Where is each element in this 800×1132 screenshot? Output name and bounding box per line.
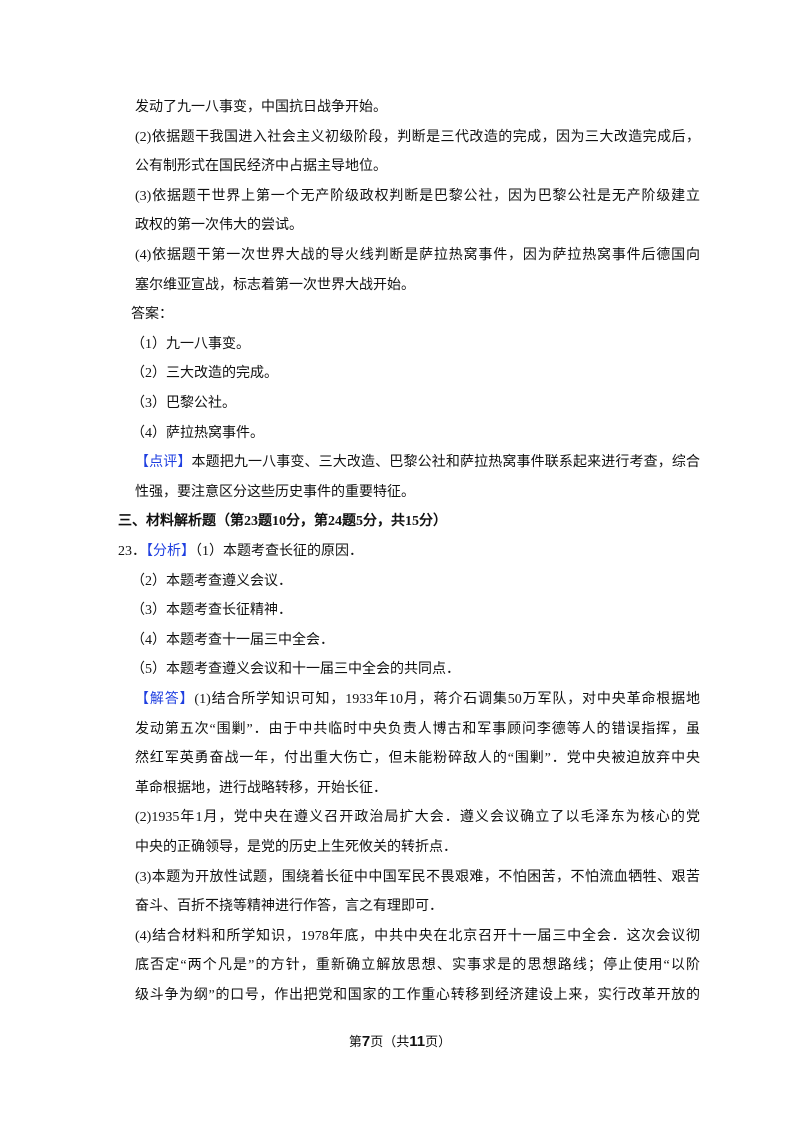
text-line: 性强，要注意区分这些历史事件的重要特征。 bbox=[135, 483, 415, 503]
line-text: （4）萨拉热窝事件。 bbox=[131, 425, 264, 441]
line-text: （4）本题考查十一届三中全会． bbox=[131, 632, 334, 648]
line-text: (4)依据题干第一次世界大战的导火线判断是萨拉热窝事件，因为萨拉热窝事件后德国向 bbox=[135, 248, 700, 263]
text-line: 发动第五次“围剿”．由于中共临时中央负责人博古和军事顾问李德等人的错误指挥，虽 bbox=[135, 720, 700, 740]
text-line: 革命根据地，进行战略转移，开始长征． bbox=[135, 779, 387, 799]
text-line: 底否定“两个凡是”的方针，重新确立解放思想、实事求是的思想路线；停止使用“以阶 bbox=[135, 956, 700, 976]
line-text: 然红军英勇奋战一年，付出重大伤亡，但未能粉碎敌人的“围剿”．党中央被迫放弃中央 bbox=[135, 751, 700, 767]
section-label: 【点评】 bbox=[135, 455, 192, 471]
line-text: 性强，要注意区分这些历史事件的重要特征。 bbox=[135, 484, 415, 500]
text-line: （3）本题考查长征精神． bbox=[131, 601, 292, 621]
text-line: （2）三大改造的完成。 bbox=[131, 364, 278, 384]
text-line: (2)1935年1月，党中央在遵义召开政治局扩大会．遵义会议确立了以毛泽东为核心… bbox=[135, 808, 700, 828]
text-line: (3)本题为开放性试题，围绕着长征中中国军民不畏艰难，不怕困苦，不怕流血牺牲、艰… bbox=[135, 868, 700, 888]
footer-total-pages: 11 bbox=[409, 1033, 426, 1050]
line-text: （2）三大改造的完成。 bbox=[131, 366, 278, 382]
line-text: (3)依据题干世界上第一个无产阶级政权判断是巴黎公社，因为巴黎公社是无产阶级建立 bbox=[135, 188, 700, 204]
line-text: (3)本题为开放性试题，围绕着长征中中国军民不畏艰难，不怕困苦，不怕流血牺牲、艰… bbox=[135, 869, 700, 885]
line-text: （2）本题考查遵义会议． bbox=[131, 573, 292, 589]
text-line: （2）本题考查遵义会议． bbox=[131, 572, 292, 592]
line-text: （3）本题考查长征精神． bbox=[131, 603, 292, 619]
text-line: 级斗争为纲”的口号，作出把党和国家的工作重心转移到经济建设上来，实行改革开放的 bbox=[135, 986, 700, 1006]
line-text: 答案： bbox=[131, 307, 173, 323]
line-text: 底否定“两个凡是”的方针，重新确立解放思想、实事求是的思想路线；停止使用“以阶 bbox=[135, 958, 700, 974]
text-line: 23．【分析】（1）本题考查长征的原因． bbox=[118, 542, 363, 562]
line-text: 中央的正确领导，是党的历史上生死攸关的转折点． bbox=[135, 840, 457, 855]
section-label: 【解答】 bbox=[135, 692, 195, 707]
footer-page-number: 7 bbox=[361, 1033, 371, 1050]
footer-mid: 页（共 bbox=[370, 1034, 410, 1049]
text-line: (2)依据题干我国进入社会主义初级阶段，判断是三代改造的完成，因为三大改造完成后… bbox=[135, 128, 700, 148]
line-text: （1）本题考查长征的原因． bbox=[195, 544, 363, 559]
line-text: 革命根据地，进行战略转移，开始长征． bbox=[135, 780, 387, 796]
text-line: (4)依据题干第一次世界大战的导火线判断是萨拉热窝事件，因为萨拉热窝事件后德国向 bbox=[135, 246, 700, 266]
text-line: 【解答】(1)结合所学知识可知，1933年10月，蒋介石调集50万军队，对中央革… bbox=[135, 690, 700, 710]
section-label: 【分析】 bbox=[146, 544, 195, 559]
line-text: 级斗争为纲”的口号，作出把党和国家的工作重心转移到经济建设上来，实行改革开放的 bbox=[135, 988, 700, 1003]
text-line: 【点评】本题把九一八事变、三大改造、巴黎公社和萨拉热窝事件联系起来进行考查，综合 bbox=[135, 453, 700, 473]
line-text: 奋斗、百折不挠等精神进行作答，言之有理即可． bbox=[135, 899, 443, 915]
line-text: 本题把九一八事变、三大改造、巴黎公社和萨拉热窝事件联系起来进行考查，综合 bbox=[191, 455, 700, 471]
line-text: （3）巴黎公社。 bbox=[131, 396, 236, 411]
text-line: 中央的正确领导，是党的历史上生死攸关的转折点． bbox=[135, 838, 457, 858]
line-text: 发动第五次“围剿”．由于中共临时中央负责人博古和军事顾问李德等人的错误指挥，虽 bbox=[135, 721, 700, 737]
text-line: 塞尔维亚宣战，标志着第一次世界大战开始。 bbox=[135, 276, 415, 296]
line-text: 发动了九一八事变，中国抗日战争开始。 bbox=[135, 100, 387, 115]
text-line: （3）巴黎公社。 bbox=[131, 394, 236, 414]
section-heading: 三、材料解析题（第23题10分，第24题5分，共15分） bbox=[118, 512, 447, 532]
text-line: 发动了九一八事变，中国抗日战争开始。 bbox=[135, 98, 387, 118]
footer-post: 页） bbox=[425, 1034, 452, 1049]
text-line: （4）萨拉热窝事件。 bbox=[131, 424, 264, 444]
question-number: 23． bbox=[118, 544, 146, 559]
text-line: 然红军英勇奋战一年，付出重大伤亡，但未能粉碎敌人的“围剿”．党中央被迫放弃中央 bbox=[135, 749, 700, 769]
text-line: 公有制形式在国民经济中占据主导地位。 bbox=[135, 157, 387, 177]
footer-pre: 第 bbox=[348, 1034, 362, 1049]
text-line: （4）本题考查十一届三中全会． bbox=[131, 631, 334, 651]
text-line: 奋斗、百折不挠等精神进行作答，言之有理即可． bbox=[135, 897, 443, 917]
text-line: 政权的第一次伟大的尝试。 bbox=[135, 216, 303, 236]
line-text: (1)结合所学知识可知，1933年10月，蒋介石调集50万军队，对中央革命根据地 bbox=[194, 692, 700, 707]
line-text: （1）九一八事变。 bbox=[131, 336, 250, 352]
text-line: （5）本题考查遵义会议和十一届三中全会的共同点． bbox=[131, 660, 460, 680]
text-line: （1）九一八事变。 bbox=[131, 335, 250, 355]
line-text: 政权的第一次伟大的尝试。 bbox=[135, 218, 303, 234]
text-line: (4)结合材料和所学知识，1978年底，中共中央在北京召开十一届三中全会．这次会… bbox=[135, 927, 700, 947]
line-text: (2)依据题干我国进入社会主义初级阶段，判断是三代改造的完成，因为三大改造完成后… bbox=[135, 129, 700, 145]
page-footer: 第7页（共11页） bbox=[0, 1032, 800, 1052]
line-text: (2)1935年1月，党中央在遵义召开政治局扩大会．遵义会议确立了以毛泽东为核心… bbox=[135, 810, 700, 826]
line-text: 塞尔维亚宣战，标志着第一次世界大战开始。 bbox=[135, 277, 415, 293]
line-text: （5）本题考查遵义会议和十一届三中全会的共同点． bbox=[131, 662, 460, 678]
line-text: (4)结合材料和所学知识，1978年底，中共中央在北京召开十一届三中全会．这次会… bbox=[135, 928, 700, 944]
line-text: 三、材料解析题（第23题10分，第24题5分，共15分） bbox=[118, 514, 447, 530]
text-line: (3)依据题干世界上第一个无产阶级政权判断是巴黎公社，因为巴黎公社是无产阶级建立 bbox=[135, 187, 700, 207]
text-line: 答案： bbox=[131, 305, 173, 325]
line-text: 公有制形式在国民经济中占据主导地位。 bbox=[135, 159, 387, 175]
